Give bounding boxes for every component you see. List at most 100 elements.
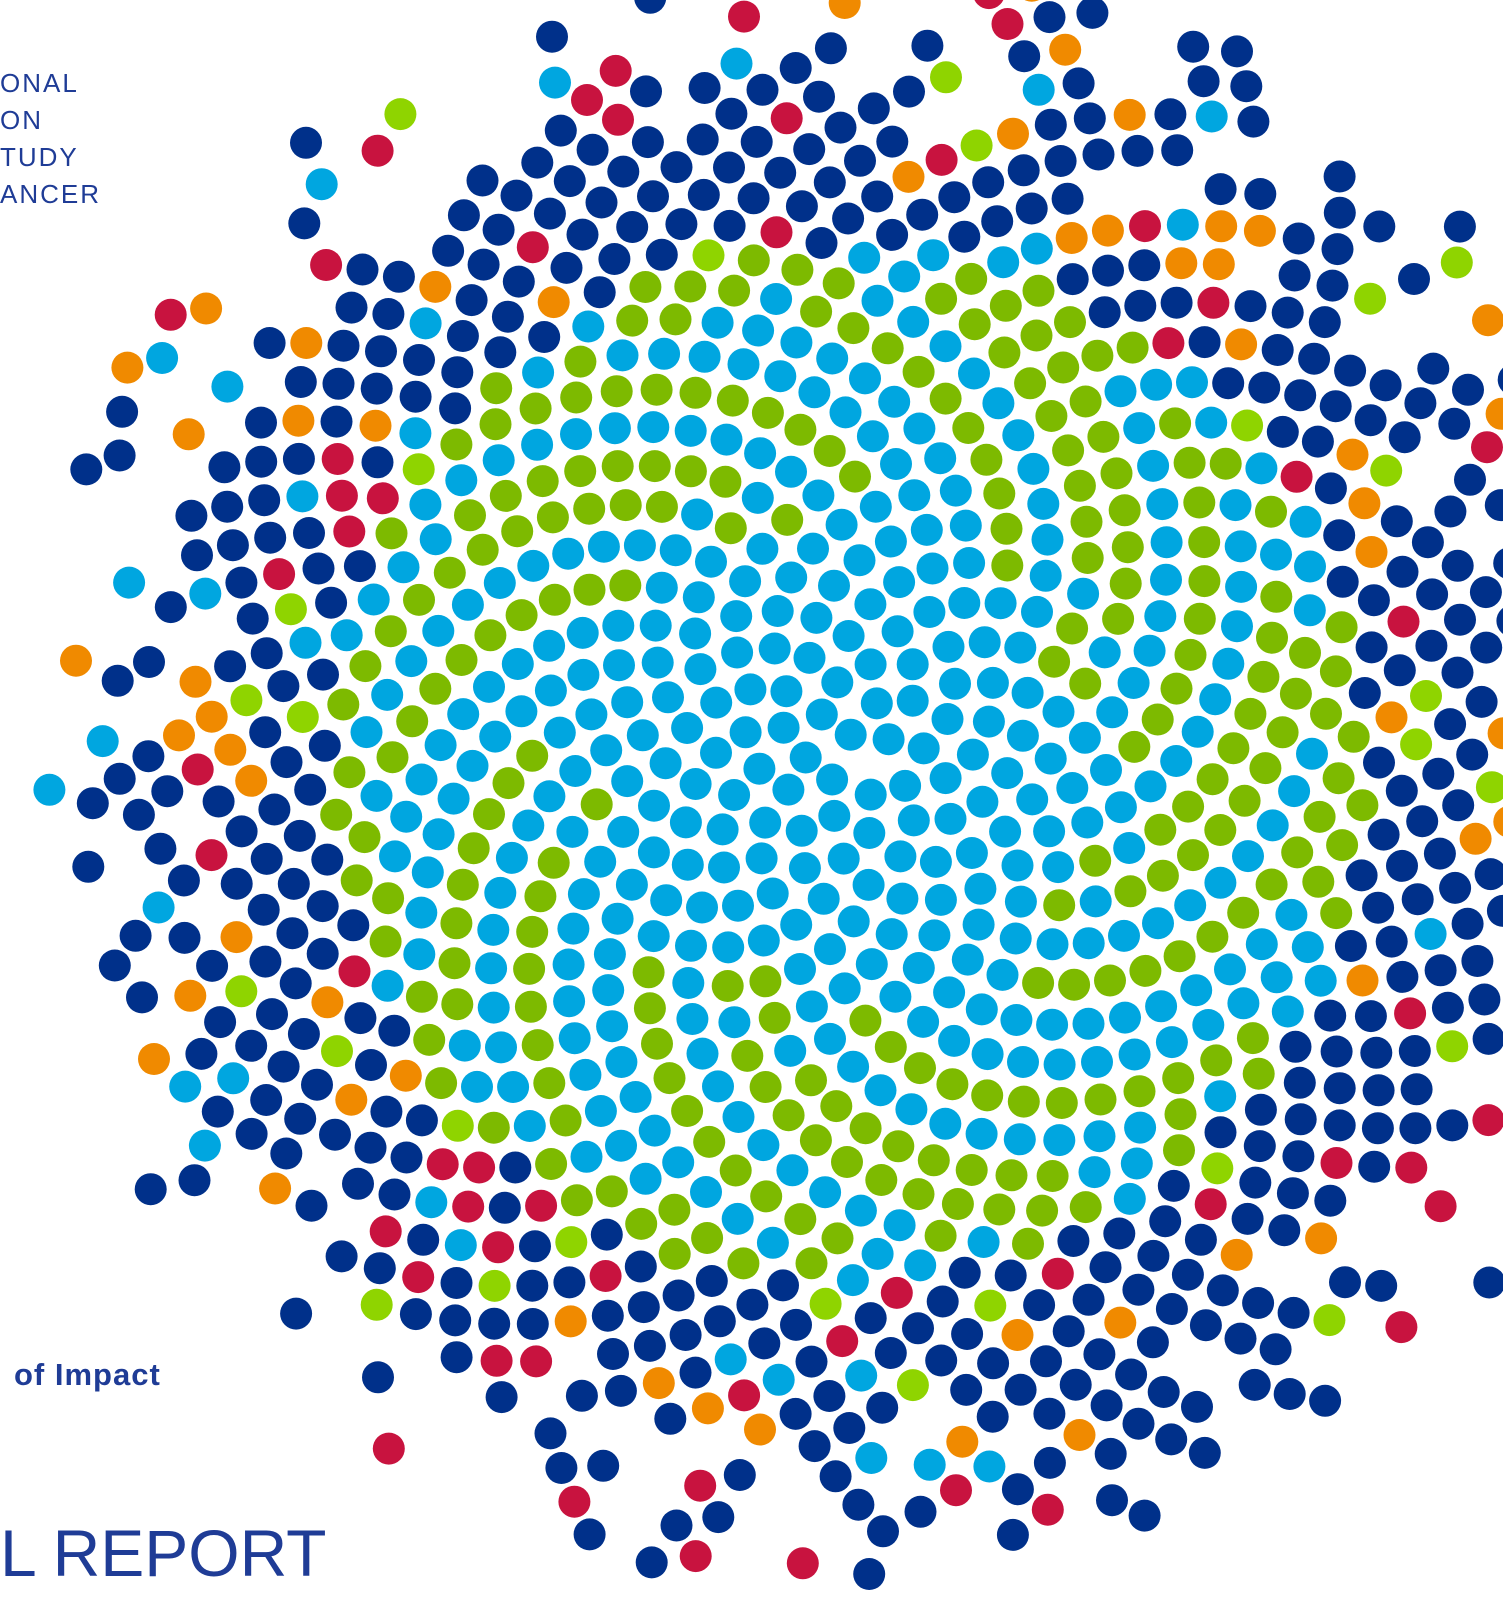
- dot: [976, 1400, 1009, 1433]
- dot: [805, 227, 838, 259]
- dot: [880, 1276, 913, 1309]
- dot: [1114, 875, 1147, 908]
- dot: [340, 864, 373, 897]
- dot: [1183, 486, 1216, 519]
- dot: [399, 417, 432, 450]
- dot: [361, 134, 394, 167]
- dot: [277, 867, 310, 900]
- dot: [977, 1347, 1010, 1380]
- dot: [585, 186, 618, 219]
- dot: [405, 763, 438, 796]
- dot: [649, 747, 682, 780]
- dot: [591, 1299, 624, 1332]
- dot: [1173, 446, 1206, 479]
- dot: [375, 517, 408, 550]
- dot: [274, 593, 307, 626]
- dot: [113, 566, 146, 599]
- dot: [566, 218, 599, 251]
- dot: [1493, 548, 1503, 578]
- dot: [403, 583, 435, 616]
- dot: [849, 1004, 882, 1037]
- dot: [484, 336, 517, 369]
- dot: [378, 1178, 411, 1211]
- dot: [1232, 840, 1264, 873]
- dot: [816, 342, 849, 375]
- dot: [513, 952, 546, 985]
- dot: [1184, 1223, 1217, 1256]
- dot: [797, 532, 829, 565]
- dot: [1003, 1123, 1036, 1156]
- dot: [250, 637, 283, 670]
- dot: [533, 197, 566, 230]
- dot: [1282, 222, 1315, 255]
- dot: [1176, 366, 1208, 399]
- dot: [1242, 1057, 1275, 1090]
- dot: [1120, 1147, 1153, 1180]
- dot: [762, 1363, 795, 1396]
- dot: [553, 1266, 586, 1299]
- dot: [360, 1288, 393, 1321]
- dot: [913, 1448, 946, 1481]
- dot: [716, 384, 749, 417]
- dot: [1146, 859, 1179, 892]
- dot: [780, 908, 813, 941]
- dot: [168, 921, 201, 954]
- dot: [505, 695, 538, 728]
- dot: [917, 1144, 950, 1177]
- dot: [1224, 530, 1257, 563]
- dot: [648, 337, 681, 370]
- dot: [597, 1338, 629, 1370]
- dot: [1424, 1190, 1457, 1223]
- dot: [587, 1449, 620, 1482]
- dot: [930, 61, 962, 94]
- dot: [1249, 752, 1282, 785]
- dot: [925, 1344, 958, 1377]
- dot: [1471, 431, 1503, 464]
- dot: [1363, 210, 1396, 243]
- dot: [1001, 1319, 1034, 1351]
- dot: [1236, 1022, 1269, 1055]
- dot: [849, 362, 881, 395]
- dot: [454, 499, 486, 532]
- dot: [214, 733, 247, 766]
- dot: [972, 166, 1005, 199]
- dot: [896, 684, 929, 717]
- dot: [679, 768, 712, 800]
- dot: [983, 477, 1016, 510]
- dot: [939, 667, 971, 700]
- dot: [1192, 1009, 1225, 1041]
- dot: [1204, 814, 1237, 846]
- dot: [722, 889, 754, 922]
- dot: [629, 1162, 662, 1195]
- dot: [567, 878, 600, 911]
- dot: [1234, 697, 1267, 730]
- dot: [1090, 754, 1122, 786]
- dot: [855, 1442, 888, 1474]
- dot: [1255, 495, 1287, 528]
- dot: [779, 52, 812, 84]
- dot: [798, 376, 831, 409]
- dot: [1090, 1389, 1123, 1422]
- dot: [584, 1095, 617, 1127]
- dot: [1015, 192, 1048, 225]
- dot: [1027, 487, 1060, 520]
- dot: [248, 484, 281, 517]
- dot: [986, 958, 1019, 991]
- dot: [573, 573, 606, 606]
- dot: [146, 342, 179, 374]
- dot: [1096, 1484, 1128, 1517]
- dot: [1326, 829, 1359, 862]
- dot: [1301, 425, 1334, 458]
- dot: [1277, 1296, 1310, 1329]
- dot: [671, 1095, 704, 1127]
- dot: [181, 753, 214, 786]
- dot: [425, 1067, 458, 1100]
- dot: [501, 648, 534, 680]
- dot: [514, 990, 547, 1023]
- dot: [1354, 1000, 1387, 1033]
- dot: [1141, 703, 1174, 736]
- dot: [1400, 1073, 1433, 1106]
- dot: [1124, 1111, 1157, 1144]
- dot: [679, 617, 712, 650]
- dot: [700, 736, 732, 769]
